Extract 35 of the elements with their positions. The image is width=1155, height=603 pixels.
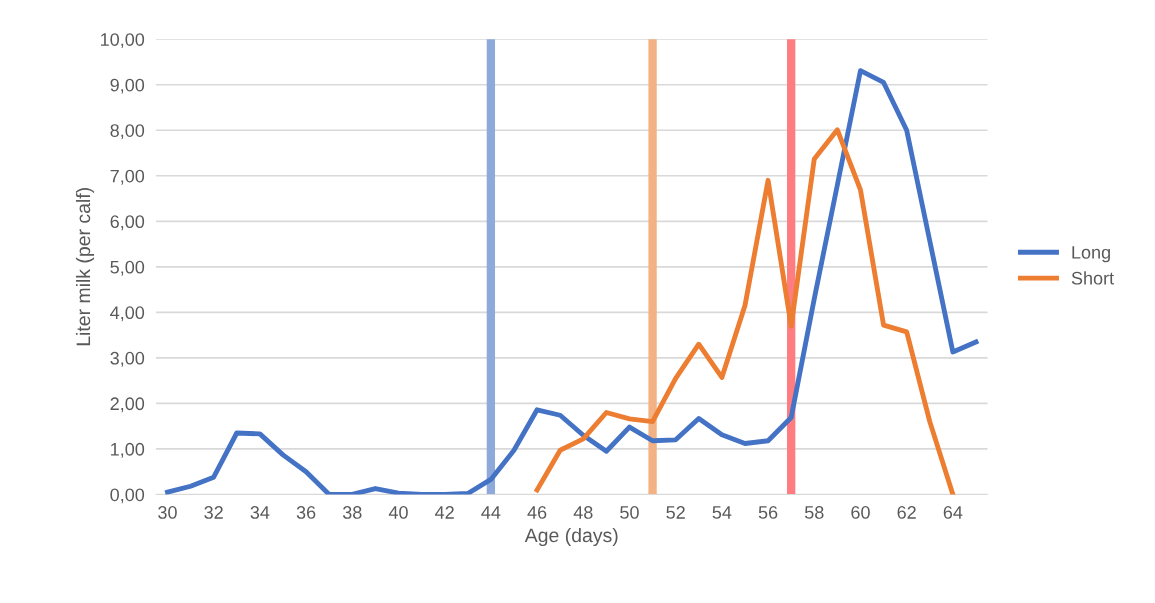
y-tick-label: 8,00	[110, 124, 145, 140]
x-tick-label: 56	[758, 506, 778, 519]
y-tick-label: 3,00	[110, 351, 145, 367]
x-tick-label: 30	[158, 506, 177, 519]
y-tick-label: 1,00	[111, 442, 145, 458]
y-tick-label: 6,00	[110, 215, 145, 231]
x-tick-label: 42	[435, 506, 454, 519]
x-tick-label: 36	[296, 506, 316, 519]
y-tick-label: 7,00	[110, 169, 145, 185]
y-tick-label: 5,00	[110, 260, 145, 276]
y-tick-label: 10,00	[101, 33, 145, 49]
y-tick-label: 2,00	[110, 397, 145, 413]
y-axis-title: Liter milk (per calf)	[75, 188, 95, 346]
x-tick-label: 60	[851, 506, 870, 519]
x-tick-label: 34	[250, 506, 270, 519]
legend-label: Short	[1071, 271, 1114, 285]
x-tick-label: 54	[712, 506, 732, 519]
y-tick-label: 4,00	[110, 306, 145, 322]
x-tick-label: 64	[943, 506, 963, 519]
x-tick-label: 50	[620, 506, 639, 519]
x-axis-title: Age (days)	[524, 527, 618, 547]
legend-label: Long	[1072, 246, 1110, 263]
x-tick-label: 32	[204, 506, 223, 519]
x-tick-label: 44	[481, 506, 501, 519]
y-tick-label: 9,00	[110, 78, 145, 94]
x-tick-label: 58	[804, 506, 824, 519]
x-tick-label: 52	[666, 506, 685, 519]
line-series	[165, 68, 979, 495]
y-tick-label: 0,00	[110, 488, 145, 504]
x-tick-label: 46	[527, 506, 547, 519]
x-tick-label: 48	[573, 506, 593, 519]
x-tick-label: 40	[388, 506, 408, 519]
x-tick-label: 38	[342, 506, 362, 519]
line-series	[534, 127, 956, 495]
x-tick-label: 62	[897, 506, 916, 519]
